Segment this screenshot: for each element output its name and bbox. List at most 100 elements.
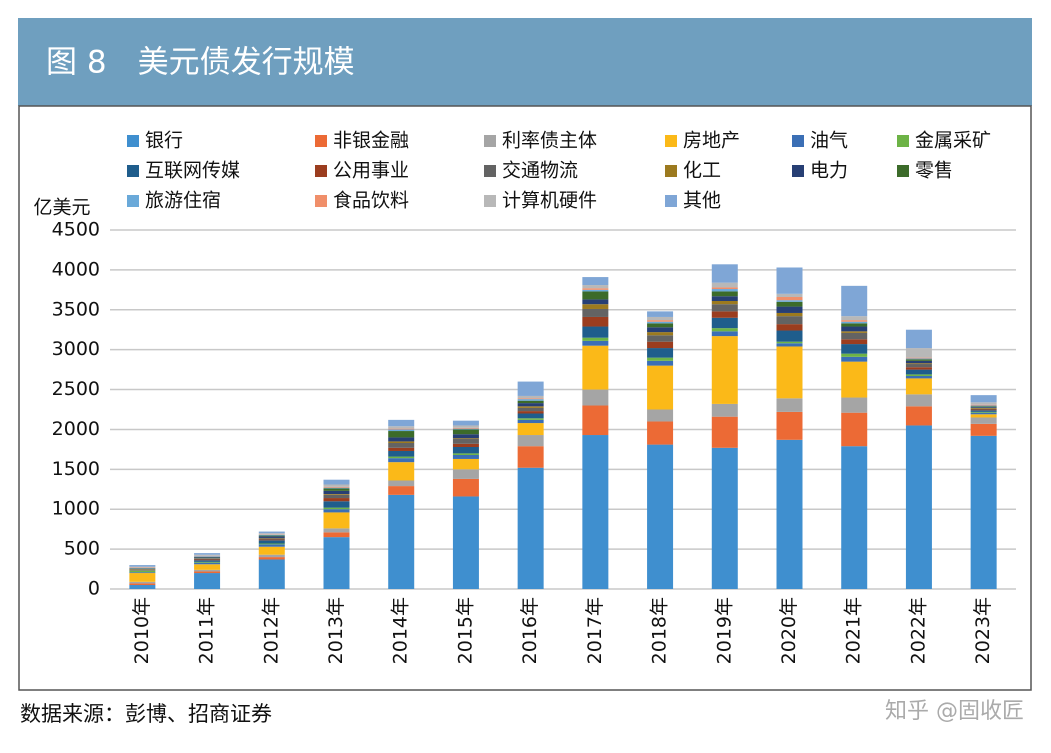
legend-swatch — [665, 165, 677, 177]
bar-segment — [517, 411, 544, 414]
legend-swatch — [127, 135, 139, 147]
bar-segment — [258, 544, 285, 547]
bar-segment — [582, 277, 609, 286]
bar-segment — [970, 395, 997, 403]
bar-segment — [388, 462, 415, 481]
bar-segment — [905, 348, 932, 358]
bar-segment — [970, 412, 997, 415]
bar-segment — [452, 458, 479, 470]
bar-segment — [388, 480, 415, 487]
bar-segment — [970, 402, 997, 405]
bar-segment — [452, 420, 479, 426]
bar-segment — [258, 531, 285, 534]
bar-segment — [388, 458, 415, 463]
bar-segment — [582, 308, 609, 317]
bar-segment — [841, 353, 868, 357]
chart-title: 图 8 美元债发行规模 — [46, 45, 355, 81]
bar-segment — [194, 562, 221, 565]
bar-segment — [452, 453, 479, 455]
bar-segment — [452, 427, 479, 429]
legend-label: 非银金融 — [333, 130, 409, 152]
bar-segment — [776, 267, 803, 294]
bar-segment — [452, 434, 479, 439]
bar-segment — [970, 409, 997, 411]
bar-segment — [647, 357, 674, 361]
bar-segment — [582, 316, 609, 327]
bar-segment — [711, 317, 738, 329]
y-tick-label: 0 — [88, 578, 100, 600]
bar-segment — [323, 484, 350, 487]
bar-segment — [517, 381, 544, 396]
bar-segment — [776, 324, 803, 331]
bar-segment — [711, 336, 738, 404]
bar-segment — [194, 558, 221, 560]
legend-swatch — [484, 165, 496, 177]
bar-segment — [841, 326, 868, 332]
bar-segment — [841, 323, 868, 327]
bar-segment — [517, 446, 544, 468]
bar-segment — [841, 361, 868, 398]
bar-segment — [776, 341, 803, 344]
bar-segment — [323, 479, 350, 485]
bar-segment — [970, 406, 997, 408]
bar-segment — [258, 559, 285, 589]
bar-segment — [905, 363, 932, 365]
x-tick-label: 2023年 — [972, 597, 994, 664]
bar-segment — [905, 357, 932, 359]
bar-segment — [905, 406, 932, 426]
x-tick-label: 2022年 — [907, 597, 929, 664]
bar-segment — [323, 512, 350, 529]
bar-segment — [776, 398, 803, 412]
bar-segment — [452, 478, 479, 497]
bar-segment — [905, 369, 932, 375]
x-tick-label: 2013年 — [325, 597, 347, 664]
bar-segment — [582, 288, 609, 290]
bar-segment — [647, 321, 674, 324]
legend-swatch — [665, 135, 677, 147]
bar-segment — [711, 304, 738, 312]
bar-segment — [388, 431, 415, 438]
bar-segment — [582, 389, 609, 406]
bar-segment — [905, 394, 932, 407]
bar-segment — [776, 293, 803, 298]
bar-segment — [776, 306, 803, 313]
bar-segment — [323, 507, 350, 510]
y-tick-label: 3000 — [52, 338, 100, 360]
x-tick-label: 2018年 — [649, 597, 671, 664]
bar-segment — [711, 291, 738, 297]
bar-segment — [517, 403, 544, 407]
bar-segment — [129, 585, 156, 589]
bar-segment — [582, 435, 609, 589]
legend-label: 电力 — [810, 160, 848, 182]
source: 数据来源：彭博、招商证券 — [20, 702, 272, 726]
bar-segment — [841, 339, 868, 345]
bar-segment — [647, 409, 674, 422]
bar-segment — [323, 528, 350, 533]
bar-segment — [582, 299, 609, 305]
bar-segment — [258, 539, 285, 541]
y-axis-title: 亿美元 — [33, 197, 90, 219]
bar-segment — [970, 435, 997, 589]
bar-segment — [388, 437, 415, 442]
bar-segment — [517, 395, 544, 399]
bar-segment — [194, 571, 221, 574]
bar-segment — [258, 533, 285, 535]
bar-segment — [323, 498, 350, 502]
bar-segment — [970, 410, 997, 412]
bar-segment — [129, 566, 156, 568]
bar-segment — [776, 312, 803, 317]
bar-segment — [129, 565, 156, 567]
bar-segment — [388, 441, 415, 444]
y-tick-label: 2000 — [52, 418, 100, 440]
bar-segment — [129, 572, 156, 574]
bar-segment — [452, 428, 479, 430]
y-tick-label: 3500 — [52, 298, 100, 320]
bar-segment — [194, 554, 221, 556]
bar-segment — [194, 556, 221, 558]
legend-label: 食品饮料 — [333, 190, 409, 212]
bar-segment — [841, 320, 868, 322]
legend-swatch — [665, 195, 677, 207]
bar-segment — [776, 343, 803, 347]
bar-segment — [194, 573, 221, 589]
bar-segment — [711, 328, 738, 332]
